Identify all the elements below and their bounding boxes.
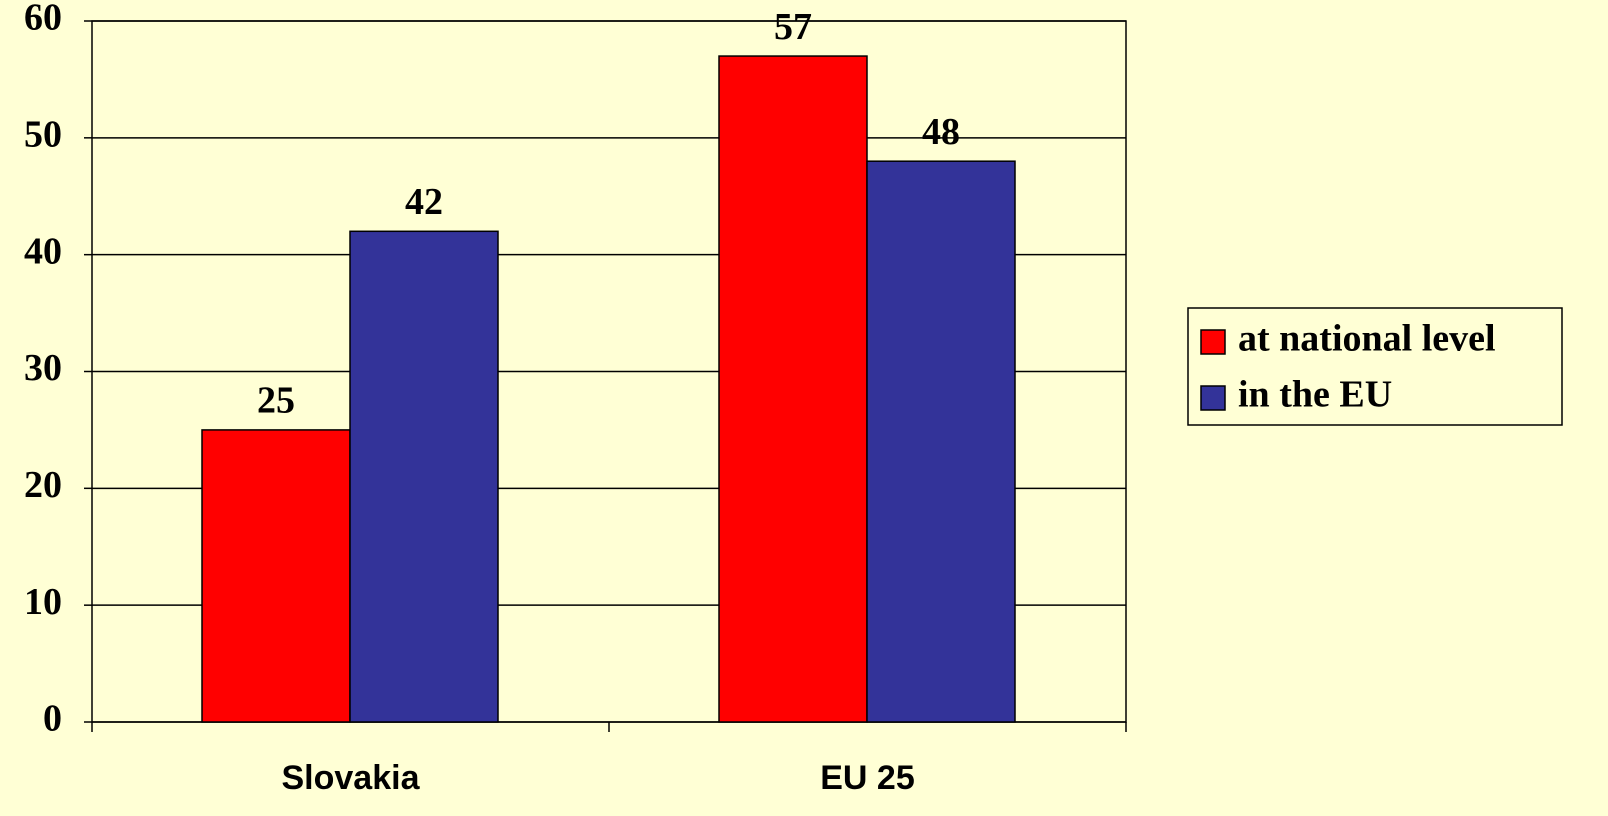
y-tick-label: 10 [24, 581, 62, 623]
legend-label: at national level [1238, 318, 1496, 360]
data-label: 25 [257, 380, 295, 422]
legend-label: in the EU [1238, 374, 1392, 416]
legend-swatch [1200, 329, 1226, 355]
bar [201, 429, 351, 723]
y-tick-label: 60 [24, 0, 62, 39]
x-tick-label: Slovakia [282, 759, 421, 797]
y-tick-label: 50 [24, 114, 62, 156]
data-label: 42 [405, 181, 443, 223]
data-label: 57 [774, 6, 812, 48]
bar [866, 160, 1016, 723]
y-tick-label: 20 [24, 464, 62, 506]
y-tick-label: 0 [43, 698, 62, 740]
data-label: 48 [922, 111, 960, 153]
legend-box [1187, 307, 1563, 426]
legend-swatch [1200, 385, 1226, 411]
bar [349, 230, 499, 723]
y-tick-label: 30 [24, 347, 62, 389]
x-tick-label: EU 25 [820, 759, 915, 797]
y-tick-label: 40 [24, 230, 62, 272]
bar [718, 55, 868, 723]
